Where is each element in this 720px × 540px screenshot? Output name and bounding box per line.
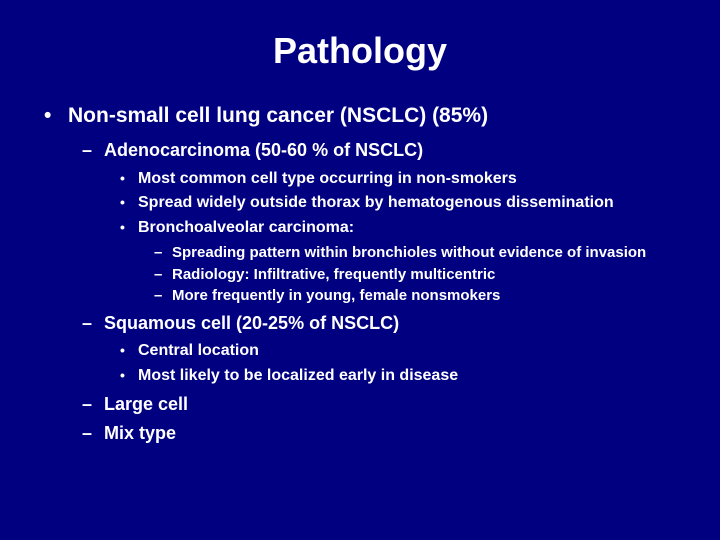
slide: Pathology Non-small cell lung cancer (NS…	[0, 0, 720, 540]
bullet-lvl3: Most likely to be localized early in dis…	[116, 366, 680, 387]
bullet-lvl4: Spreading pattern within bronchioles wit…	[152, 243, 680, 263]
bullet-lvl3: Spread widely outside thorax by hematoge…	[116, 193, 680, 214]
bullet-lvl3: Most common cell type occurring in non-s…	[116, 169, 680, 190]
bullet-lvl2: Mix type	[78, 422, 680, 445]
bullet-lvl3: Bronchoalveolar carcinoma:	[116, 218, 680, 239]
bullet-lvl3: Central location	[116, 341, 680, 362]
bullet-lvl4: Radiology: Infiltrative, frequently mult…	[152, 265, 680, 285]
bullet-lvl2: Adenocarcinoma (50-60 % of NSCLC)	[78, 139, 680, 162]
bullet-lvl1: Non-small cell lung cancer (NSCLC) (85%)	[40, 102, 680, 129]
bullet-lvl2: Squamous cell (20-25% of NSCLC)	[78, 312, 680, 335]
bullet-lvl4: More frequently in young, female nonsmok…	[152, 286, 680, 306]
bullet-list: Non-small cell lung cancer (NSCLC) (85%)…	[40, 102, 680, 445]
bullet-lvl2: Large cell	[78, 393, 680, 416]
slide-title: Pathology	[40, 30, 680, 72]
